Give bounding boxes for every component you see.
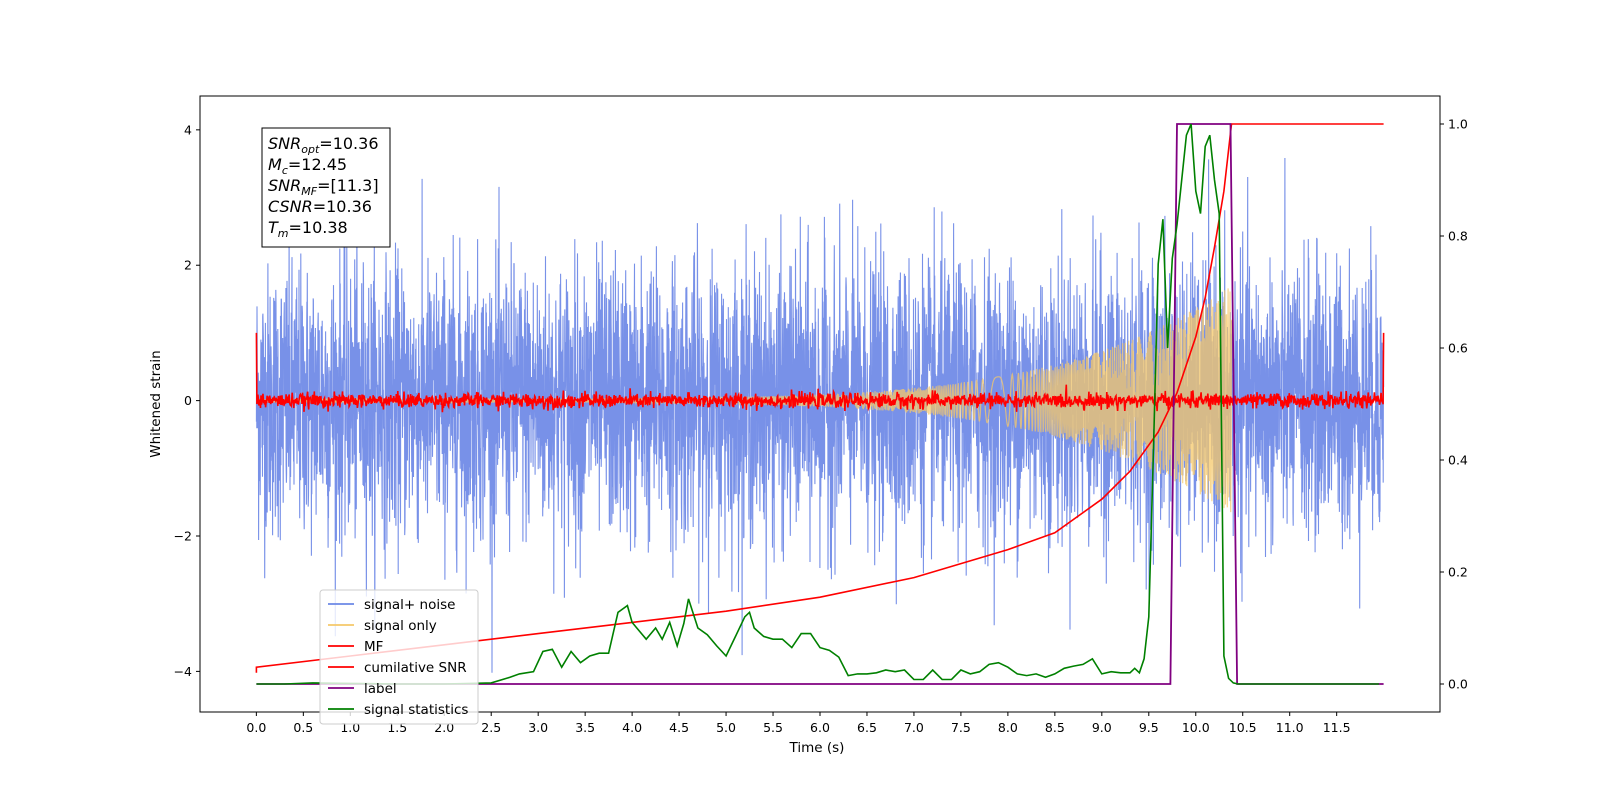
stats-variable: M xyxy=(268,155,282,174)
x-tick-label: 5.5 xyxy=(763,720,783,735)
stats-line: CSNR=10.36 xyxy=(268,197,372,216)
x-tick-label: 4.0 xyxy=(622,720,642,735)
stats-subscript: m xyxy=(278,227,289,240)
legend-entry: signal only xyxy=(364,618,437,634)
stats-value: =10.38 xyxy=(289,218,348,237)
x-axis-label: Time (s) xyxy=(789,740,845,756)
y-tick-label: 4 xyxy=(184,122,192,137)
legend-entry: signal+ noise xyxy=(364,597,455,613)
stats-subscript: opt xyxy=(301,143,320,156)
stats-value: =12.45 xyxy=(288,155,347,174)
x-tick-label: 6.0 xyxy=(810,720,830,735)
stats-box-frame xyxy=(261,127,391,248)
legend-entry: cumilative SNR xyxy=(364,660,467,676)
x-tick-label: 3.0 xyxy=(528,720,548,735)
stats-box: SNRopt=10.36Mc=12.45SNRMF=[11.3]CSNR=10.… xyxy=(261,127,391,248)
series-mf-line xyxy=(255,332,1385,413)
x-tick-label: 6.5 xyxy=(857,720,877,735)
x-tick-label: 10.0 xyxy=(1182,720,1210,735)
stats-value: =10.36 xyxy=(319,134,378,153)
x-tick-label: 0.5 xyxy=(293,720,313,735)
y-tick-label: 2 xyxy=(184,258,192,273)
legend: signal+ noise signal only MF cumilative SNR… xyxy=(319,589,479,725)
y-tick-label: −2 xyxy=(174,529,192,544)
stats-variable: CSNR xyxy=(268,197,313,216)
legend-entry: label xyxy=(364,681,397,697)
stats-variable: SNR xyxy=(268,176,301,195)
stats-value: =[11.3] xyxy=(317,176,379,195)
stats-subscript: c xyxy=(282,164,288,177)
y2-tick-label: 0.0 xyxy=(1448,677,1468,692)
x-tick-label: 11.0 xyxy=(1276,720,1304,735)
stats-variable: T xyxy=(268,218,279,237)
y2-tick-label: 1.0 xyxy=(1448,117,1468,132)
y-tick-label: 0 xyxy=(184,393,192,408)
stats-subscript: MF xyxy=(301,185,317,198)
stats-line: SNRMF=[11.3] xyxy=(268,176,379,198)
x-tick-label: 9.0 xyxy=(1092,720,1112,735)
stats-line: Mc=12.45 xyxy=(268,155,347,177)
x-tick-label: 5.0 xyxy=(716,720,736,735)
x-tick-label: 8.5 xyxy=(1045,720,1065,735)
y-axis-label: Whitened strain xyxy=(148,350,164,457)
y-tick-label: −4 xyxy=(174,664,192,679)
x-tick-label: 4.5 xyxy=(669,720,689,735)
x-tick-label: 10.5 xyxy=(1229,720,1257,735)
x-tick-label: 3.5 xyxy=(575,720,595,735)
x-tick-label: 7.5 xyxy=(951,720,971,735)
y2-tick-label: 0.8 xyxy=(1448,229,1468,244)
legend-frame xyxy=(319,589,479,725)
x-tick-label: 9.5 xyxy=(1139,720,1159,735)
x-tick-label: 8.0 xyxy=(998,720,1018,735)
x-tick-label: 7.0 xyxy=(904,720,924,735)
stats-variable: SNR xyxy=(268,134,301,153)
x-tick-label: 11.5 xyxy=(1323,720,1351,735)
stats-value: =10.36 xyxy=(313,197,372,216)
stats-line: Tm=10.38 xyxy=(268,218,348,240)
series-signal-statistics-line xyxy=(256,123,1379,685)
x-tick-label: 0.0 xyxy=(246,720,266,735)
y2-tick-label: 0.6 xyxy=(1448,341,1468,356)
legend-entry: MF xyxy=(364,639,383,655)
y2-tick-label: 0.2 xyxy=(1448,565,1468,580)
x-tick-label: 2.5 xyxy=(481,720,501,735)
stats-line: SNRopt=10.36 xyxy=(268,134,379,156)
legend-entry: signal statistics xyxy=(364,702,468,718)
y2-tick-label: 0.4 xyxy=(1448,453,1468,468)
